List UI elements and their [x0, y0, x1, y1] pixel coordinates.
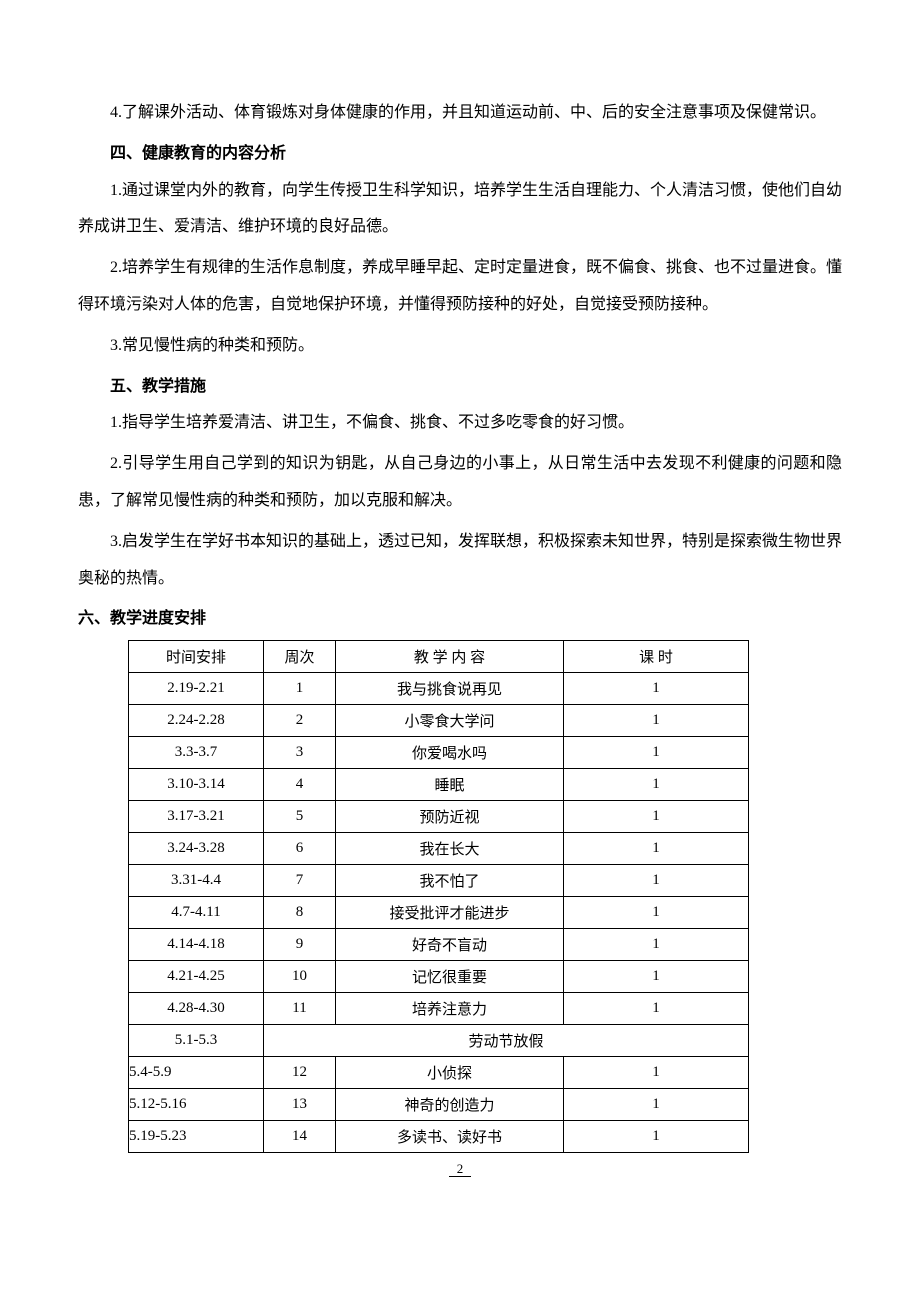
cell-hours: 1: [564, 1121, 749, 1153]
section5-item-2: 2.引导学生用自己学到的知识为钥匙，从自己身边的小事上，从日常生活中去发现不利健…: [78, 446, 842, 520]
table-row: 4.21-4.2510记忆很重要1: [129, 961, 749, 993]
cell-content: 神奇的创造力: [336, 1089, 564, 1121]
cell-content: 记忆很重要: [336, 961, 564, 993]
table-row-holiday: 5.1-5.3 劳动节放假: [129, 1025, 749, 1057]
table-row: 4.7-4.118接受批评才能进步1: [129, 897, 749, 929]
cell-time: 5.12-5.16: [129, 1089, 264, 1121]
cell-hours: 1: [564, 673, 749, 705]
cell-content: 我不怕了: [336, 865, 564, 897]
cell-hours: 1: [564, 801, 749, 833]
cell-holiday-time: 5.1-5.3: [129, 1025, 264, 1057]
table-row: 3.31-4.47我不怕了1: [129, 865, 749, 897]
cell-content: 你爱喝水吗: [336, 737, 564, 769]
cell-hours: 1: [564, 705, 749, 737]
cell-time: 3.3-3.7: [129, 737, 264, 769]
table-row: 5.19-5.2314多读书、读好书1: [129, 1121, 749, 1153]
cell-week: 6: [264, 833, 336, 865]
schedule-table: 时间安排 周次 教 学 内 容 课 时 2.19-2.211我与挑食说再见12.…: [128, 640, 749, 1153]
table-row: 2.19-2.211我与挑食说再见1: [129, 673, 749, 705]
cell-week: 5: [264, 801, 336, 833]
cell-hours: 1: [564, 1089, 749, 1121]
cell-time: 2.24-2.28: [129, 705, 264, 737]
cell-time: 5.4-5.9: [129, 1057, 264, 1089]
section4-item-1: 1.通过课堂内外的教育，向学生传授卫生科学知识，培养学生生活自理能力、个人清洁习…: [78, 173, 842, 247]
cell-time: 3.10-3.14: [129, 769, 264, 801]
cell-week: 10: [264, 961, 336, 993]
heading-section-5: 五、教学措施: [78, 369, 842, 406]
section4-item-3: 3.常见慢性病的种类和预防。: [78, 328, 842, 365]
cell-content: 培养注意力: [336, 993, 564, 1025]
cell-content: 接受批评才能进步: [336, 897, 564, 929]
cell-week: 2: [264, 705, 336, 737]
table-row: 3.3-3.73你爱喝水吗1: [129, 737, 749, 769]
cell-time: 3.17-3.21: [129, 801, 264, 833]
cell-hours: 1: [564, 865, 749, 897]
header-week: 周次: [264, 641, 336, 673]
cell-week: 7: [264, 865, 336, 897]
cell-time: 3.24-3.28: [129, 833, 264, 865]
section5-item-1: 1.指导学生培养爱清洁、讲卫生，不偏食、挑食、不过多吃零食的好习惯。: [78, 405, 842, 442]
header-hours: 课 时: [564, 641, 749, 673]
heading-section-6: 六、教学进度安排: [78, 601, 842, 638]
table-row: 3.24-3.286我在长大1: [129, 833, 749, 865]
cell-week: 13: [264, 1089, 336, 1121]
cell-week: 8: [264, 897, 336, 929]
cell-content: 我在长大: [336, 833, 564, 865]
cell-hours: 1: [564, 961, 749, 993]
cell-content: 小侦探: [336, 1057, 564, 1089]
cell-hours: 1: [564, 769, 749, 801]
cell-content: 多读书、读好书: [336, 1121, 564, 1153]
cell-week: 3: [264, 737, 336, 769]
cell-hours: 1: [564, 929, 749, 961]
cell-week: 12: [264, 1057, 336, 1089]
header-time: 时间安排: [129, 641, 264, 673]
cell-holiday-content: 劳动节放假: [264, 1025, 749, 1057]
cell-week: 9: [264, 929, 336, 961]
header-content: 教 学 内 容: [336, 641, 564, 673]
table-row: 5.4-5.912小侦探1: [129, 1057, 749, 1089]
cell-hours: 1: [564, 833, 749, 865]
table-row: 4.14-4.189好奇不盲动1: [129, 929, 749, 961]
cell-week: 14: [264, 1121, 336, 1153]
table-row: 4.28-4.3011培养注意力1: [129, 993, 749, 1025]
table-row: 5.12-5.1613神奇的创造力1: [129, 1089, 749, 1121]
page-number: 2: [78, 1161, 842, 1177]
cell-time: 4.7-4.11: [129, 897, 264, 929]
cell-time: 2.19-2.21: [129, 673, 264, 705]
cell-week: 11: [264, 993, 336, 1025]
cell-content: 小零食大学问: [336, 705, 564, 737]
cell-time: 5.19-5.23: [129, 1121, 264, 1153]
heading-section-4: 四、健康教育的内容分析: [78, 136, 842, 173]
table-row: 2.24-2.282小零食大学问1: [129, 705, 749, 737]
cell-hours: 1: [564, 993, 749, 1025]
cell-hours: 1: [564, 737, 749, 769]
section5-item-3: 3.启发学生在学好书本知识的基础上，透过已知，发挥联想，积极探索未知世界，特别是…: [78, 524, 842, 598]
table-row: 3.17-3.215预防近视1: [129, 801, 749, 833]
table-header-row: 时间安排 周次 教 学 内 容 课 时: [129, 641, 749, 673]
cell-time: 4.21-4.25: [129, 961, 264, 993]
cell-time: 4.28-4.30: [129, 993, 264, 1025]
cell-week: 4: [264, 769, 336, 801]
cell-content: 我与挑食说再见: [336, 673, 564, 705]
cell-week: 1: [264, 673, 336, 705]
cell-content: 好奇不盲动: [336, 929, 564, 961]
cell-content: 预防近视: [336, 801, 564, 833]
cell-time: 3.31-4.4: [129, 865, 264, 897]
table-row: 3.10-3.144睡眠1: [129, 769, 749, 801]
cell-content: 睡眠: [336, 769, 564, 801]
section4-item-2: 2.培养学生有规律的生活作息制度，养成早睡早起、定时定量进食，既不偏食、挑食、也…: [78, 250, 842, 324]
paragraph-item-4: 4.了解课外活动、体育锻炼对身体健康的作用，并且知道运动前、中、后的安全注意事项…: [78, 95, 842, 132]
cell-time: 4.14-4.18: [129, 929, 264, 961]
cell-hours: 1: [564, 1057, 749, 1089]
cell-hours: 1: [564, 897, 749, 929]
